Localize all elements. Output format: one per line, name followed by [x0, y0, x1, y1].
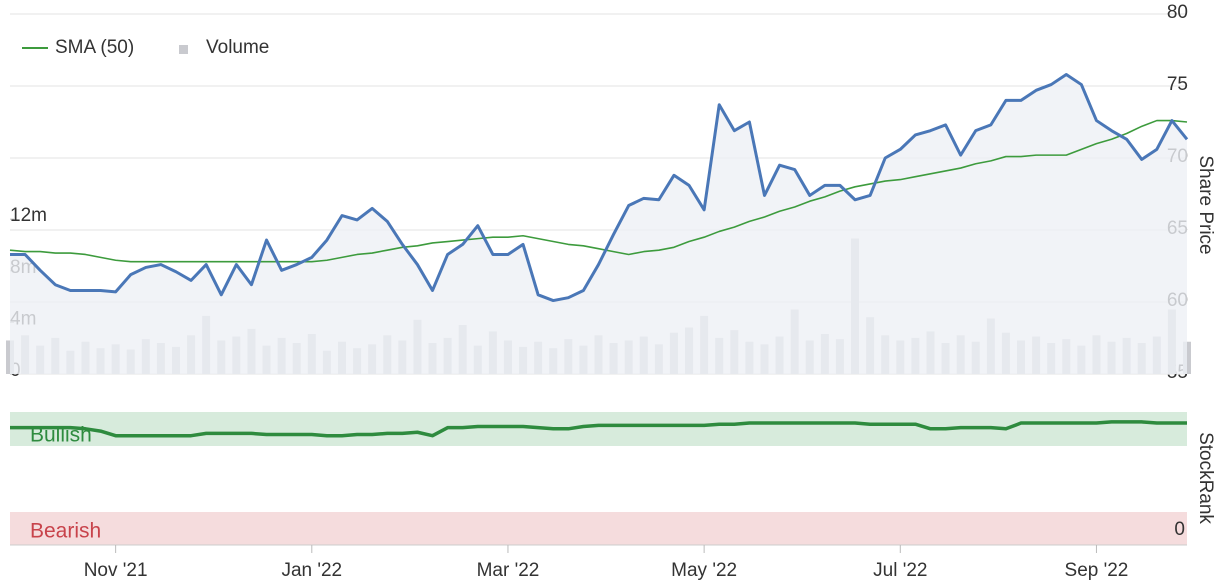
rank-band: [10, 412, 1187, 446]
x-tick-label: Jul '22: [873, 560, 927, 581]
y-tick-label: 0: [1174, 519, 1185, 540]
y-axis-title: Share Price: [1195, 155, 1216, 254]
x-tick-label: May '22: [671, 560, 737, 581]
price-line: [10, 72, 1189, 303]
y-axis-title: StockRank: [1195, 432, 1216, 524]
legend-square-icon: [179, 45, 188, 54]
price-area: [10, 74, 1187, 374]
line: [10, 420, 1187, 438]
y-tick-label: 80: [1167, 2, 1188, 23]
legend-label: SMA (50): [55, 37, 134, 58]
plot-layer: 55606570758004m8m12mShare PriceBullishBe…: [6, 2, 1216, 581]
rank-band: [10, 512, 1187, 545]
y2-tick-label: 12m: [10, 205, 47, 226]
x-tick-label: Jan '22: [281, 560, 342, 581]
x-tick-label: Sep '22: [1065, 560, 1129, 581]
line: [9, 119, 1188, 263]
x-tick-label: Mar '22: [477, 560, 540, 581]
x-tick-label: Nov '21: [84, 560, 148, 581]
y-tick-label: 75: [1167, 74, 1188, 95]
legend-label: Volume: [206, 37, 269, 58]
band-label: Bearish: [30, 520, 101, 543]
